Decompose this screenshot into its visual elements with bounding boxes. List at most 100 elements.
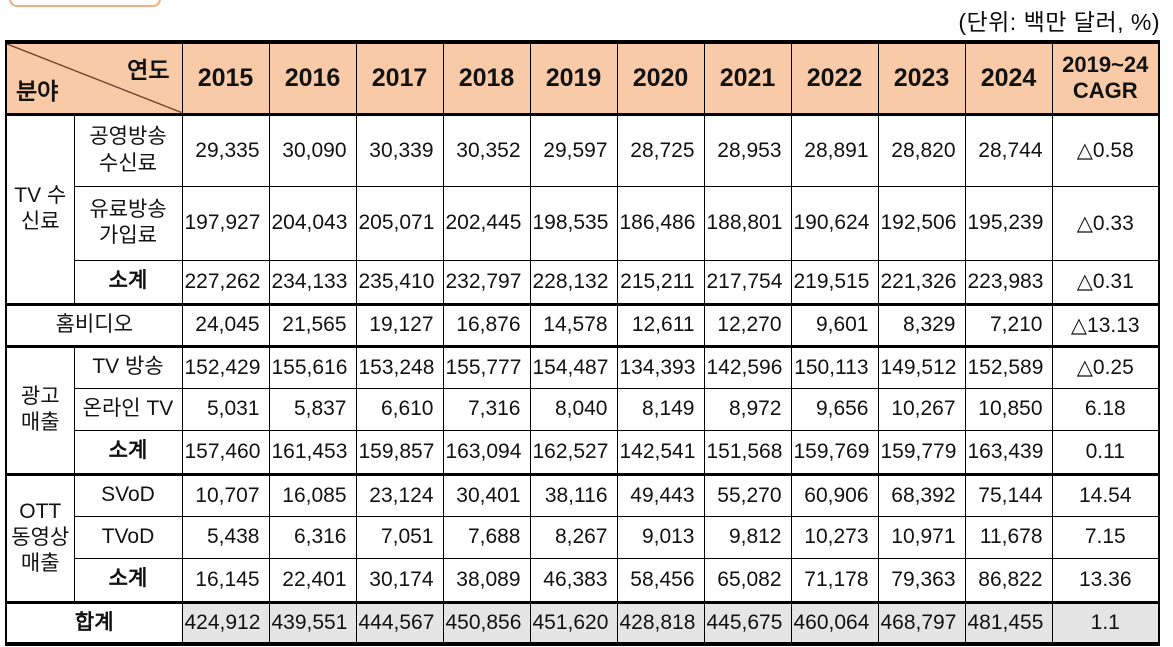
table-row-home-video: 홈비디오 24,045 21,565 19,127 16,876 14,578 … xyxy=(5,302,1160,347)
value-cell: 6,316 xyxy=(268,515,357,559)
corner-cell: 연도 분야 xyxy=(5,41,183,116)
value-cell: 444,567 xyxy=(355,600,444,645)
value-cell: 21,565 xyxy=(268,302,357,347)
header-year-2024: 2024 xyxy=(964,41,1053,116)
value-cell: 154,487 xyxy=(529,344,618,389)
clipped-callout-box xyxy=(9,0,161,7)
value-cell: 232,797 xyxy=(442,259,531,305)
value-cell: 162,527 xyxy=(529,429,618,475)
value-cell: 10,850 xyxy=(964,387,1053,431)
value-cell: 192,506 xyxy=(877,185,966,261)
table-row-public-fee: TV 수신료 공영방송 수신료 29,335 30,090 30,339 30,… xyxy=(5,113,1160,305)
row-label: 홈비디오 xyxy=(5,302,183,347)
group-label-ad-revenue: 광고 매출 xyxy=(5,344,75,475)
row-label: TV 방송 xyxy=(73,344,183,389)
value-cell: 155,616 xyxy=(268,344,357,389)
group-label-tv-fee: TV 수신료 xyxy=(5,113,75,305)
value-cell: 235,410 xyxy=(355,259,444,305)
value-cell: 68,392 xyxy=(877,472,966,517)
table-row-tv-ads: 광고 매출 TV 방송 152,429 155,616 153,248 155,… xyxy=(5,344,1160,475)
value-cell: 28,953 xyxy=(703,113,792,187)
value-cell: 157,460 xyxy=(181,429,270,475)
header-year-2023: 2023 xyxy=(877,41,966,116)
value-cell: 202,445 xyxy=(442,185,531,261)
value-cell: 150,113 xyxy=(790,344,879,389)
value-cell: 75,144 xyxy=(964,472,1053,517)
row-label: 온라인 TV xyxy=(73,387,183,431)
cagr-cell: 1.1 xyxy=(1051,600,1160,645)
cagr-cell: △0.33 xyxy=(1051,185,1160,261)
value-cell: 152,589 xyxy=(964,344,1053,389)
value-cell: 6,610 xyxy=(355,387,444,431)
value-cell: 65,082 xyxy=(703,557,792,603)
cagr-cell: 14.54 xyxy=(1051,472,1160,517)
value-cell: 30,401 xyxy=(442,472,531,517)
cagr-cell: 6.18 xyxy=(1051,387,1160,431)
row-label: SVoD xyxy=(73,472,183,517)
value-cell: 7,051 xyxy=(355,515,444,559)
header-cagr: 2019~24 CAGR xyxy=(1051,41,1160,116)
header-year-2016: 2016 xyxy=(268,41,357,116)
header-cagr-line1: 2019~24 xyxy=(1062,51,1149,77)
header-year-2017: 2017 xyxy=(355,41,444,116)
row-label-subtotal: 소계 xyxy=(73,259,183,305)
value-cell: 22,401 xyxy=(268,557,357,603)
value-cell: 155,777 xyxy=(442,344,531,389)
row-label-subtotal: 소계 xyxy=(73,557,183,603)
row-label-subtotal: 소계 xyxy=(73,429,183,475)
value-cell: 7,688 xyxy=(442,515,531,559)
value-cell: 86,822 xyxy=(964,557,1053,603)
row-label-total: 합계 xyxy=(5,600,183,645)
table-row-pay-tv-fee: 유료방송 가입료 197,927 204,043 205,071 202,445… xyxy=(6,185,1160,261)
value-cell: 151,568 xyxy=(703,429,792,475)
value-cell: 23,124 xyxy=(355,472,444,517)
value-cell: 161,453 xyxy=(268,429,357,475)
value-cell: 16,145 xyxy=(181,557,270,603)
table-row-ads-subtotal: 소계 157,460 161,453 159,857 163,094 162,5… xyxy=(6,429,1160,475)
value-cell: 186,486 xyxy=(616,185,705,261)
value-cell: 460,064 xyxy=(790,600,879,645)
cagr-cell: △13.13 xyxy=(1051,302,1160,347)
header-year-2018: 2018 xyxy=(442,41,531,116)
value-cell: 428,818 xyxy=(616,600,705,645)
table-row-tv-fee-subtotal: 소계 227,262 234,133 235,410 232,797 228,1… xyxy=(6,259,1160,305)
value-cell: 234,133 xyxy=(268,259,357,305)
value-cell: 159,857 xyxy=(355,429,444,475)
value-cell: 10,971 xyxy=(877,515,966,559)
value-cell: 29,597 xyxy=(529,113,618,187)
value-cell: 190,624 xyxy=(790,185,879,261)
revenue-table: 연도 분야 2015 2016 2017 2018 2019 2020 2021… xyxy=(5,40,1160,646)
value-cell: 215,211 xyxy=(616,259,705,305)
value-cell: 481,455 xyxy=(964,600,1053,645)
header-year-2021: 2021 xyxy=(703,41,792,116)
value-cell: 16,876 xyxy=(442,302,531,347)
value-cell: 205,071 xyxy=(355,185,444,261)
value-cell: 217,754 xyxy=(703,259,792,305)
value-cell: 28,891 xyxy=(790,113,879,187)
value-cell: 30,090 xyxy=(268,113,357,187)
value-cell: 219,515 xyxy=(790,259,879,305)
value-cell: 28,725 xyxy=(616,113,705,187)
value-cell: 19,127 xyxy=(355,302,444,347)
header-year-2015: 2015 xyxy=(181,41,270,116)
cagr-cell: △0.58 xyxy=(1051,113,1160,187)
header-year-2019: 2019 xyxy=(529,41,618,116)
cagr-cell: △0.31 xyxy=(1051,259,1160,305)
value-cell: 24,045 xyxy=(181,302,270,347)
value-cell: 228,132 xyxy=(529,259,618,305)
value-cell: 5,438 xyxy=(181,515,270,559)
value-cell: 71,178 xyxy=(790,557,879,603)
header-cagr-line2: CAGR xyxy=(1072,78,1138,104)
value-cell: 204,043 xyxy=(268,185,357,261)
value-cell: 28,820 xyxy=(877,113,966,187)
value-cell: 16,085 xyxy=(268,472,357,517)
value-cell: 439,551 xyxy=(268,600,357,645)
value-cell: 159,769 xyxy=(790,429,879,475)
table-row-total: 합계 424,912 439,551 444,567 450,856 451,6… xyxy=(5,600,1160,645)
row-label: TVoD xyxy=(73,515,183,559)
value-cell: 445,675 xyxy=(703,600,792,645)
value-cell: 8,149 xyxy=(616,387,705,431)
value-cell: 29,335 xyxy=(181,113,270,187)
value-cell: 38,116 xyxy=(529,472,618,517)
